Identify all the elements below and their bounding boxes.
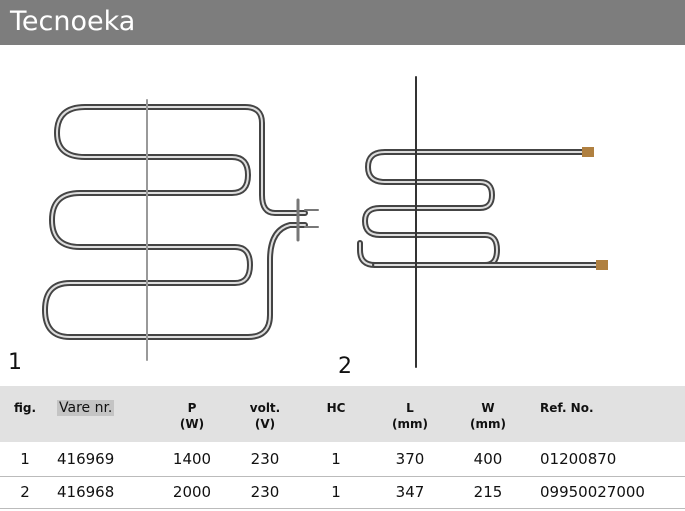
header-unit: (W) — [179, 417, 205, 431]
header-label: Vare nr. — [57, 400, 115, 416]
header-label: P — [187, 401, 197, 415]
table-cell: 01200870 — [540, 450, 617, 468]
table-cell: 416968 — [57, 483, 115, 501]
table-cell: 1 — [20, 450, 30, 468]
header-label: fig. — [13, 401, 37, 415]
header-unit: (mm) — [392, 417, 428, 431]
table-cell: 1 — [331, 450, 341, 468]
row-divider — [0, 476, 685, 477]
table-cell: 1 — [331, 483, 341, 501]
table-cell: 400 — [473, 450, 503, 468]
header-bar: Tecnoeka — [0, 0, 685, 45]
table-cell: 230 — [250, 450, 280, 468]
header-unit: (V) — [254, 417, 276, 431]
column-header: Vare nr. — [57, 400, 115, 416]
table-cell: 215 — [473, 483, 503, 501]
column-header: W (mm) — [453, 400, 523, 432]
header-unit: (mm) — [470, 417, 506, 431]
column-header: volt. (V) — [230, 400, 300, 432]
figure-number: 1 — [8, 350, 22, 375]
column-header: HC — [301, 400, 371, 416]
table-cell: 1400 — [172, 450, 212, 468]
header-label: L — [406, 401, 414, 415]
column-header: P (W) — [157, 400, 227, 432]
title: Tecnoeka — [10, 6, 136, 37]
row-divider — [0, 508, 685, 509]
header-label: Ref. No. — [540, 401, 594, 415]
table-cell: 2000 — [172, 483, 212, 501]
table-cell: 2 — [20, 483, 30, 501]
figure-number: 2 — [338, 354, 352, 379]
table-cell: 347 — [395, 483, 425, 501]
table-cell: 09950027000 — [540, 483, 645, 501]
header-label: volt. — [249, 401, 281, 415]
header-label: HC — [326, 401, 346, 415]
header-label: W — [481, 401, 495, 415]
column-header: fig. — [0, 400, 60, 416]
column-header: L (mm) — [375, 400, 445, 432]
column-header: Ref. No. — [540, 400, 594, 416]
product-images — [42, 76, 608, 368]
table-cell: 416969 — [57, 450, 115, 468]
table-cell: 230 — [250, 483, 280, 501]
table-cell: 370 — [395, 450, 425, 468]
